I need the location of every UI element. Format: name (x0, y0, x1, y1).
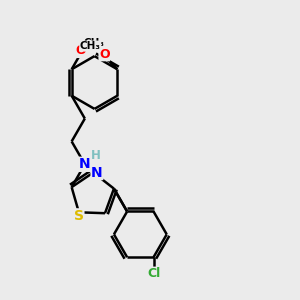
Text: Cl: Cl (147, 267, 160, 280)
Text: O: O (99, 48, 110, 61)
Text: O: O (75, 44, 86, 57)
Text: CH₃: CH₃ (84, 38, 105, 48)
Text: H: H (90, 149, 100, 162)
Text: N: N (79, 157, 91, 171)
Text: N: N (91, 166, 103, 179)
Text: CH₃: CH₃ (80, 41, 101, 51)
Text: S: S (74, 209, 84, 223)
